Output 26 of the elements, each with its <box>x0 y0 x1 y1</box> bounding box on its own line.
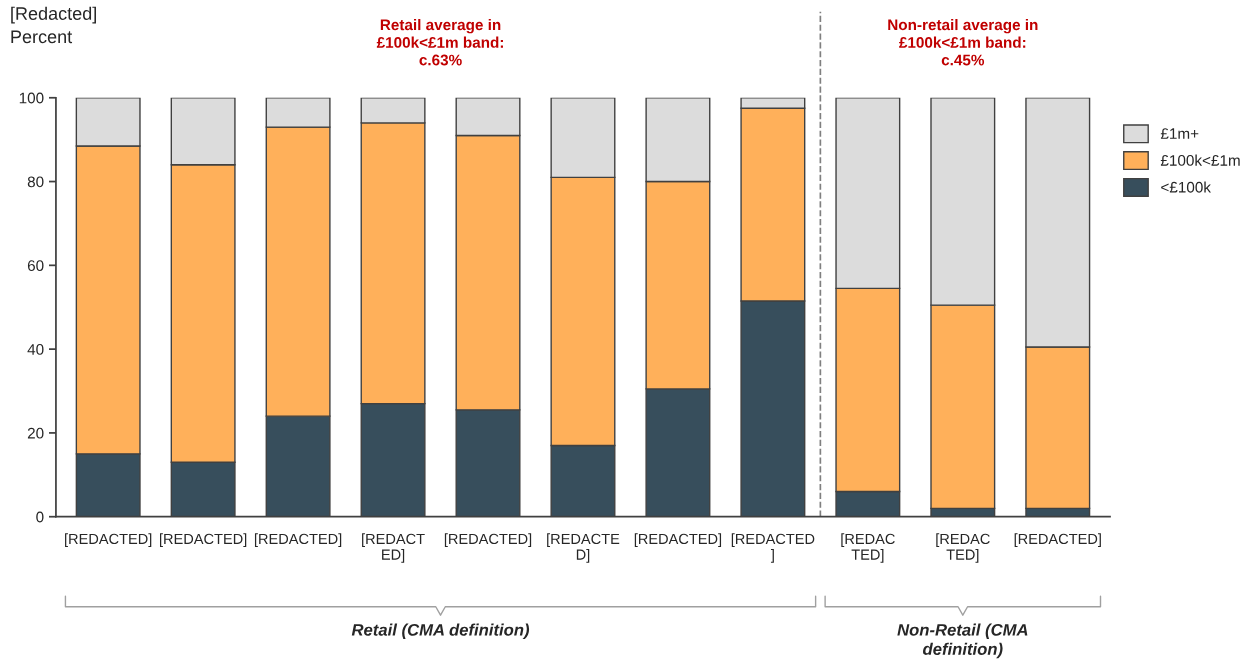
chart-title: [Redacted] <box>11 6 96 24</box>
y-tick-label: 100 <box>19 92 44 104</box>
x-tick-label: [REDAC TED] <box>936 533 990 563</box>
y-tick-label: 60 <box>27 260 44 272</box>
y-tick-label: 20 <box>27 427 44 439</box>
y-tick-label: 40 <box>27 343 44 355</box>
y-tick-label: 80 <box>27 176 44 188</box>
text: Non-retail average in £100k<£1m band: c.45% <box>888 18 1038 66</box>
x-tick-label: [REDACTED ] <box>731 533 815 563</box>
y-axis-title: Percent <box>11 30 73 44</box>
text: Retail (CMA definition) <box>351 623 530 640</box>
x-tick-label: [REDAC TED] <box>841 533 895 563</box>
x-tick-label: [REDACT ED] <box>362 533 425 563</box>
legend-label: <£100k <box>1161 181 1211 193</box>
x-tick-label: [REDACTED] <box>254 533 342 547</box>
x-tick-label: [REDACTED] <box>160 533 247 547</box>
x-tick-label: [REDACTED] <box>444 533 532 547</box>
text: Retail average in £100k<£1m band: c.63% <box>376 18 503 66</box>
legend-label: £100k<£1m <box>1160 154 1240 166</box>
y-tick-label: 0 <box>36 511 44 523</box>
legend-label: £1m+ <box>1160 128 1199 139</box>
x-tick-label: [REDACTED] <box>634 533 722 547</box>
x-tick-label: [REDACTED] <box>65 533 152 547</box>
x-tick-label: [REDACTED] <box>1014 533 1101 547</box>
x-tick-label: [REDACTE D] <box>547 533 620 563</box>
text: Non-Retail (CMA definition) <box>897 623 1028 659</box>
